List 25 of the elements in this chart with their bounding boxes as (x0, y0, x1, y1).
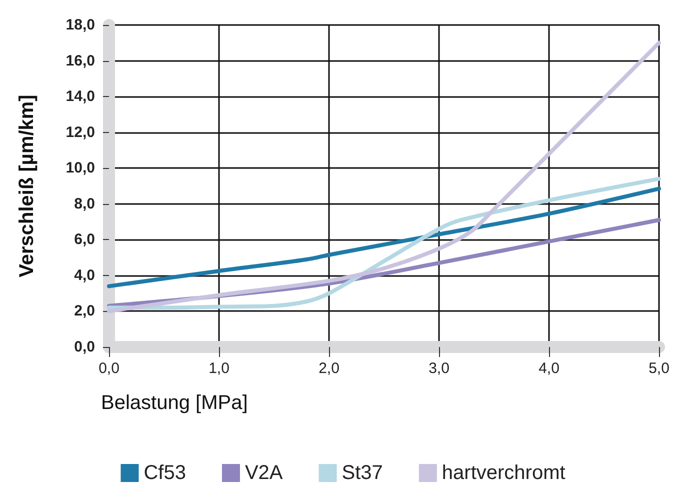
x-tick-label: 1,0 (208, 360, 230, 377)
legend-label: St37 (342, 462, 383, 484)
x-axis-title: Belastung [MPa] (101, 392, 248, 414)
x-tick-label: 5,0 (648, 360, 670, 377)
line-series (107, 176, 661, 310)
y-tick-label: 4,0 (74, 266, 95, 284)
y-tick-label: 2,0 (74, 302, 95, 320)
x-tick-label: 0,0 (98, 360, 120, 377)
y-tick-label: 16,0 (66, 52, 95, 70)
y-tick-label: 14,0 (66, 88, 95, 106)
y-tick-label: 18,0 (66, 16, 95, 34)
x-tick-label: 2,0 (318, 360, 340, 377)
legend-label: Cf53 (144, 462, 186, 484)
y-tick-label: 0,0 (74, 338, 95, 356)
line-series (107, 186, 661, 288)
y-axis-title: Verschleiß [µm/km] (16, 94, 38, 278)
y-tick-label: 12,0 (66, 124, 95, 141)
line-series (107, 40, 661, 314)
x-tick-label: 4,0 (538, 360, 560, 377)
y-tick-label: 10,0 (66, 160, 95, 177)
y-tick-label: 6,0 (74, 231, 95, 248)
y-tick-label: 8,0 (74, 195, 95, 212)
x-tick-label: 3,0 (428, 360, 450, 377)
legend-label: V2A (244, 462, 284, 484)
legend-label: hartverchromt (442, 462, 566, 484)
